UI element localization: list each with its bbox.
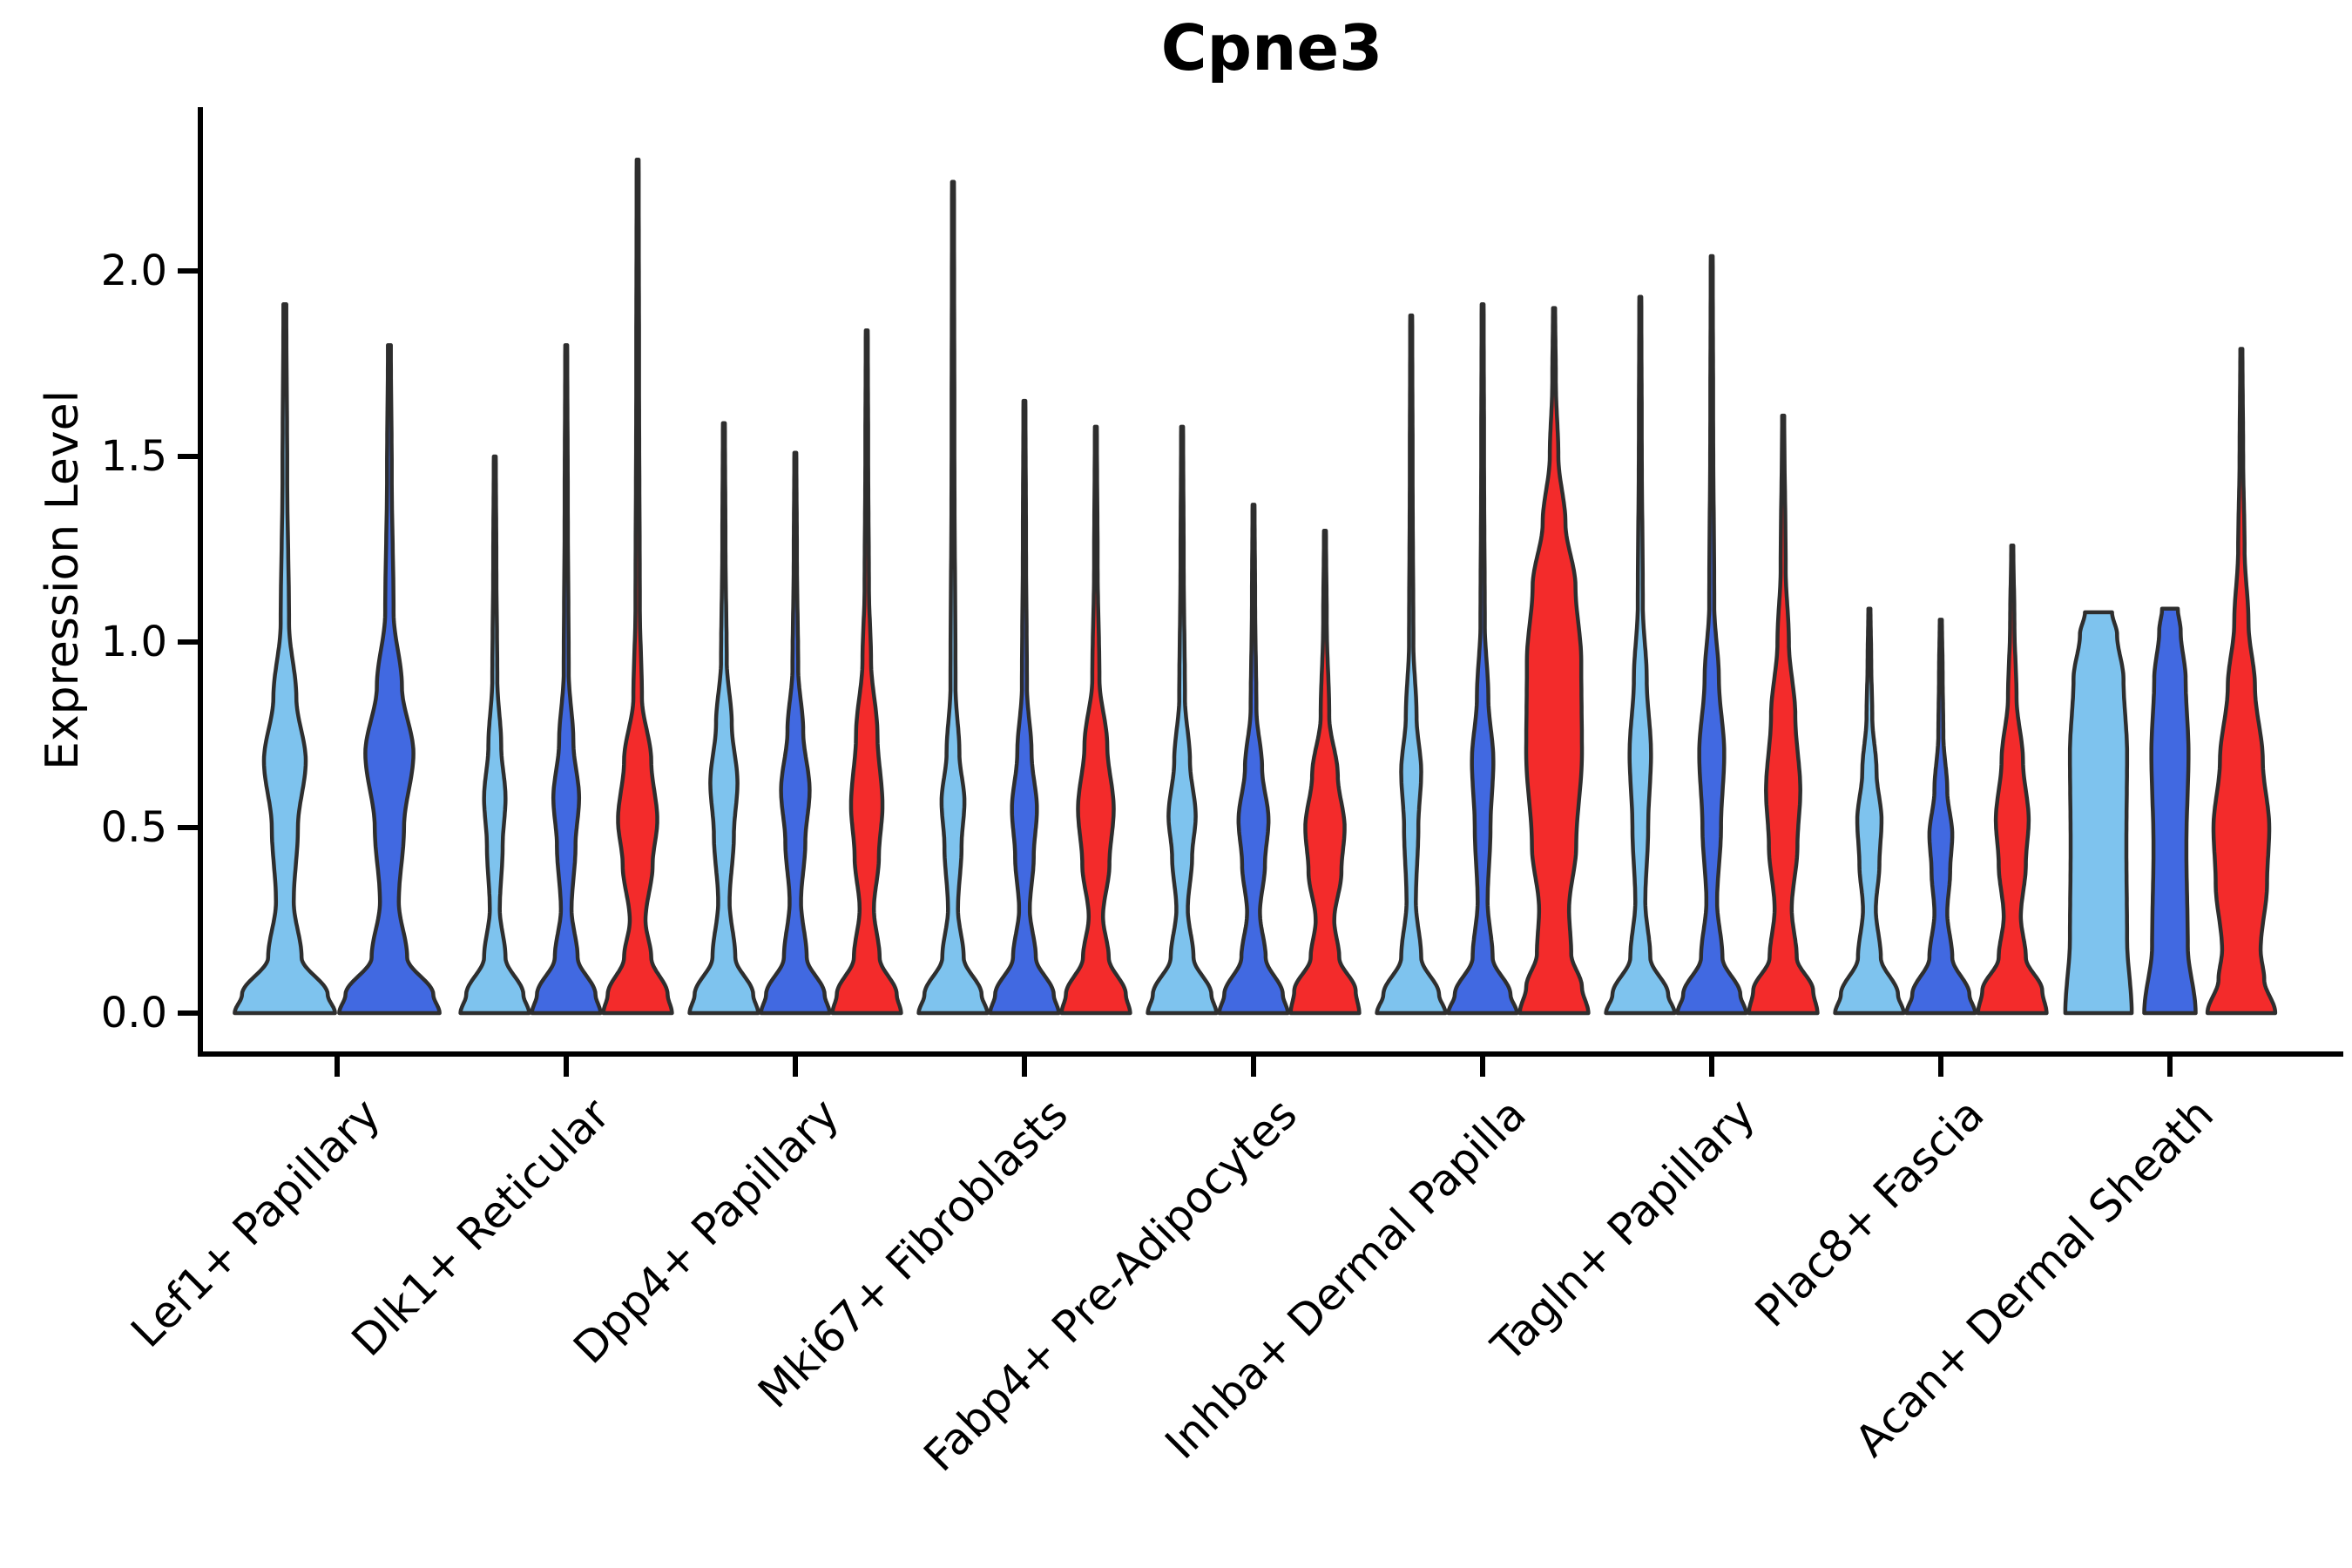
violin-2-1: [458, 454, 531, 1016]
violin-2-2: [530, 342, 603, 1016]
violin-3-2: [759, 450, 832, 1016]
violin-5-1: [1146, 424, 1219, 1016]
violin-7-2: [1675, 253, 1748, 1016]
violin-2-3: [601, 157, 674, 1016]
violin-8-1: [1833, 606, 1906, 1016]
violin-9-2: [2142, 606, 2198, 1016]
violin-1-2: [337, 342, 442, 1016]
y-tick-label-1.5: 1.5: [100, 432, 167, 481]
violin-4-3: [1059, 424, 1132, 1016]
violin-4-1: [916, 179, 990, 1016]
violin-1-1: [233, 302, 337, 1016]
violin-5-3: [1288, 528, 1362, 1016]
y-tick-label-0.0: 0.0: [100, 989, 167, 1037]
violin-9-3: [2205, 347, 2278, 1016]
violin-8-2: [1904, 618, 1977, 1016]
y-tick-label-2.0: 2.0: [100, 247, 167, 295]
violin-7-3: [1747, 413, 1820, 1016]
violin-7-1: [1604, 294, 1677, 1016]
chart-title: Cpne3: [1160, 11, 1383, 84]
violin-3-1: [687, 421, 760, 1016]
violin-6-2: [1446, 302, 1519, 1016]
violin-6-1: [1375, 313, 1448, 1016]
y-tick-label-1.0: 1.0: [100, 618, 167, 666]
y-tick-label-0.5: 0.5: [100, 803, 167, 852]
violin-9-1: [2063, 610, 2134, 1016]
violin-6-3: [1517, 306, 1591, 1016]
violin-5-2: [1217, 503, 1290, 1016]
violin-8-3: [1976, 543, 2049, 1016]
violin-4-2: [988, 398, 1061, 1016]
violin-3-3: [830, 328, 903, 1016]
